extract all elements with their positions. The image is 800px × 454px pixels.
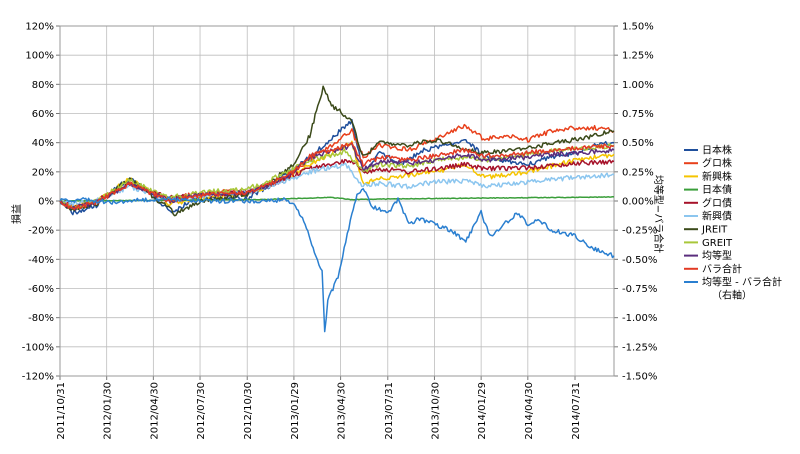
x-tick-label: 2012/01/30 — [103, 382, 114, 440]
series-line — [59, 85, 615, 217]
legend-label: 新興債 — [702, 210, 732, 223]
left-tick-label: 0% — [38, 197, 54, 208]
left-tick-label: -60% — [28, 284, 54, 295]
x-tick-label: 2013/10/30 — [430, 382, 441, 440]
legend-label: バラ合計 — [702, 262, 742, 275]
x-tick-label: 2011/10/31 — [56, 382, 67, 440]
legend-label: グロ株 — [702, 157, 732, 170]
right-tick-label: 0.25% — [622, 167, 654, 178]
left-tick-label: -40% — [28, 255, 54, 266]
legend-label: 均等型 — [702, 249, 732, 262]
legend-label: （右軸） — [712, 289, 752, 302]
left-tick-label: 120% — [25, 22, 54, 33]
left-tick-label: 20% — [32, 167, 54, 178]
right-axis-title: 均等型−バラ合計 — [652, 175, 665, 253]
left-tick-label: -100% — [22, 342, 54, 353]
legend-label: 日本債 — [702, 183, 732, 196]
left-tick-label: 80% — [32, 80, 54, 91]
right-tick-label: -0.75% — [622, 284, 657, 295]
right-tick-label: 0.75% — [622, 109, 654, 120]
legend-label: 新興株 — [702, 170, 732, 183]
legend-label: GREIT — [702, 238, 733, 249]
right-tick-label: -0.50% — [622, 255, 657, 266]
left-tick-label: 40% — [32, 138, 54, 149]
series-layer — [59, 85, 615, 333]
x-tick-label: 2014/07/31 — [571, 382, 582, 440]
x-tick-label: 2013/07/31 — [384, 382, 395, 440]
series-line — [59, 142, 615, 211]
x-tick-label: 2012/04/30 — [149, 382, 160, 440]
x-tick-label: 2014/01/29 — [477, 382, 488, 440]
right-tick-label: -1.00% — [622, 313, 657, 324]
x-tick-label: 2012/07/30 — [196, 382, 207, 440]
right-tick-label: 1.50% — [622, 22, 654, 33]
left-tick-label: -20% — [28, 226, 54, 237]
x-tick-label: 2014/04/30 — [524, 382, 535, 440]
axis-layer: 120% 1.50% 100% 1.25% 80% 1.00% 60% 0.75% 40% 0.5… — [22, 22, 658, 440]
grid-layer — [59, 25, 614, 377]
legend-label: 均等型 - バラ合計 — [702, 276, 782, 289]
right-tick-label: -0.25% — [622, 226, 657, 237]
left-tick-label: 100% — [25, 51, 54, 62]
left-axis-title: 損益 — [10, 204, 23, 224]
left-tick-label: -120% — [22, 372, 54, 383]
right-tick-label: 1.25% — [622, 51, 654, 62]
legend-label: グロ債 — [702, 196, 732, 209]
right-tick-label: -1.50% — [622, 372, 657, 383]
x-tick-label: 2013/01/29 — [290, 382, 301, 440]
legend-label: JREIT — [701, 225, 728, 236]
right-tick-label: 1.00% — [622, 80, 654, 91]
right-tick-label: 0.50% — [622, 138, 654, 149]
left-tick-label: 60% — [32, 109, 54, 120]
x-tick-label: 2012/10/30 — [243, 382, 254, 440]
series-line — [59, 141, 615, 211]
series-line — [59, 188, 615, 333]
left-tick-label: -80% — [28, 313, 54, 324]
legend-label: 日本株 — [702, 144, 732, 157]
right-tick-label: 0.00% — [622, 197, 654, 208]
x-tick-label: 2013/04/30 — [337, 382, 348, 440]
right-tick-label: -1.25% — [622, 342, 657, 353]
